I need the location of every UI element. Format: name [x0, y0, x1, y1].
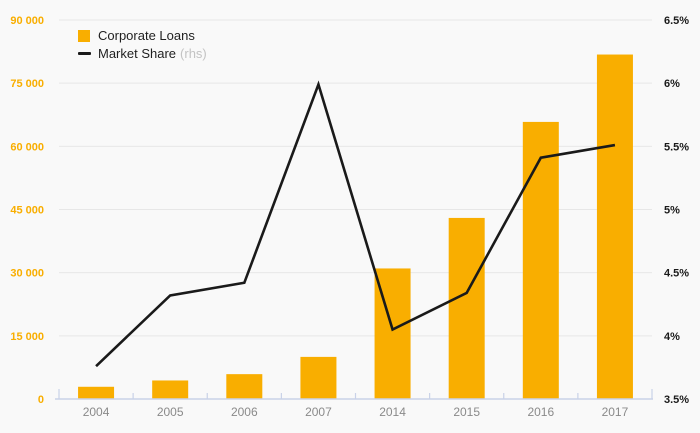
legend-item-market-share: Market Share (rhs)	[78, 46, 207, 61]
right-axis-label: 3.5%	[664, 394, 689, 406]
left-axis-label: 90 000	[10, 15, 44, 27]
left-axis-label: 30 000	[10, 268, 44, 280]
right-axis-label: 5%	[664, 205, 680, 217]
bar-2006	[226, 374, 263, 399]
right-axis-label: 4.5%	[664, 268, 689, 280]
x-axis-label: 2015	[453, 405, 480, 419]
right-axis-label: 5.5%	[664, 141, 689, 153]
left-axis-label: 60 000	[10, 141, 44, 153]
legend-swatch-corporate-loans	[78, 29, 90, 42]
x-axis-label: 2017	[602, 405, 629, 419]
x-axis-label: 2007	[305, 405, 332, 419]
bar-2016	[522, 121, 559, 400]
bar-2005	[152, 380, 189, 399]
legend-swatch-market-share	[78, 52, 91, 55]
left-axis-label: 45 000	[10, 205, 44, 217]
legend-label-suffix-rhs: (rhs)	[180, 46, 207, 61]
bar-2007	[300, 356, 337, 399]
right-axis-label: 6.5%	[664, 15, 689, 27]
legend-item-corporate-loans: Corporate Loans	[78, 28, 207, 43]
x-axis-label: 2005	[157, 405, 184, 419]
chart-legend: Corporate Loans Market Share (rhs)	[78, 28, 207, 61]
bar-2015	[448, 217, 485, 399]
x-axis-label: 2004	[83, 405, 110, 419]
market-share-line	[95, 80, 616, 368]
x-axis-label: 2014	[379, 405, 406, 419]
left-axis-label: 15 000	[10, 331, 44, 343]
left-axis-label: 0	[38, 394, 44, 406]
right-axis-label: 6%	[664, 78, 680, 90]
right-axis-label: 4%	[664, 331, 680, 343]
left-axis-label: 75 000	[10, 78, 44, 90]
legend-label-corporate-loans: Corporate Loans	[98, 28, 195, 43]
x-axis-label: 2016	[527, 405, 554, 419]
bar-2017	[596, 54, 633, 399]
bar-2004	[78, 386, 115, 399]
x-axis-label: 2006	[231, 405, 258, 419]
legend-label-market-share: Market Share	[98, 46, 177, 61]
